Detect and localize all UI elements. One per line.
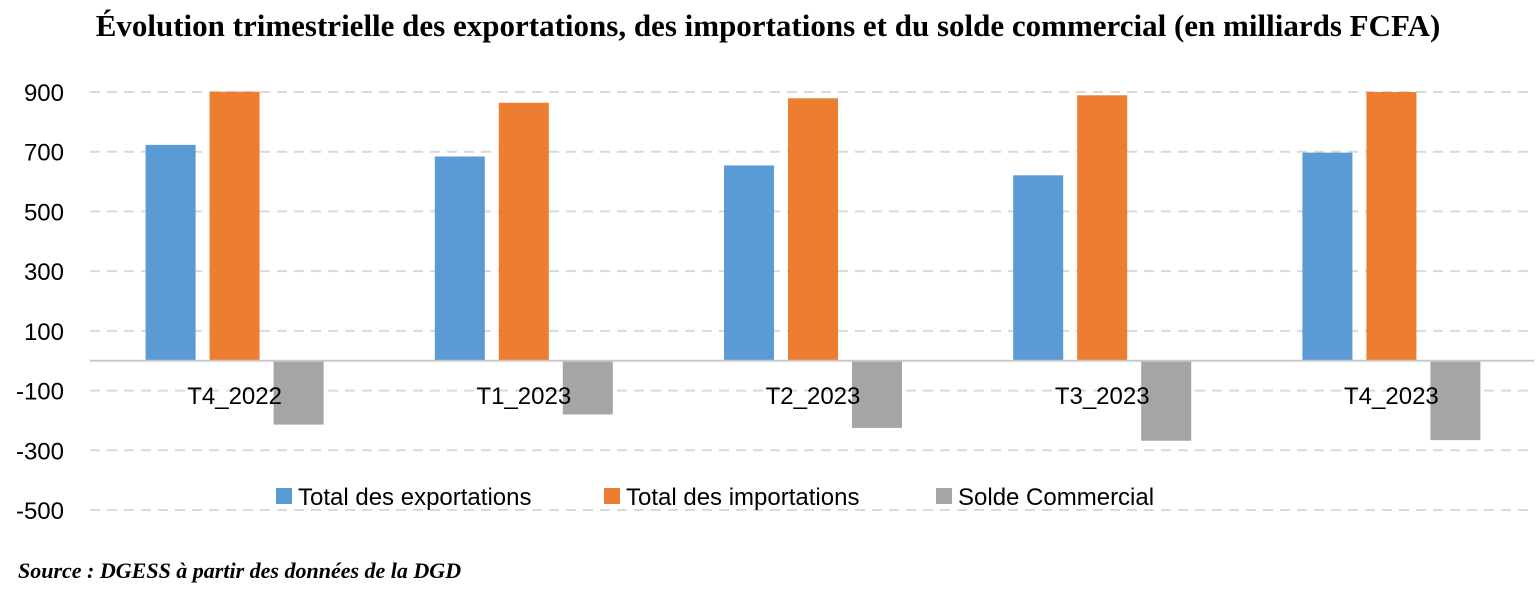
y-axis-ticks: 900 700 500 300 100 -100 -300 -500 xyxy=(16,80,64,525)
y-tick-label: 100 xyxy=(24,319,64,346)
bar-total-des-importations-t4_2023 xyxy=(1366,92,1417,361)
source-note: Source : DGESS à partir des données de l… xyxy=(18,558,462,583)
bar-solde-commercial-t2_2023 xyxy=(852,360,902,428)
bar-total-des-importations-t1_2023 xyxy=(498,102,549,361)
y-tick-label: 700 xyxy=(24,140,64,167)
bars xyxy=(145,91,1481,441)
bar-total-des-exportations-t4_2022 xyxy=(145,144,196,361)
x-tick-label: T4_2022 xyxy=(187,383,282,410)
legend-swatch xyxy=(276,488,292,504)
x-axis-ticks: T4_2022 T1_2023 T2_2023 T3_2023 T4_2023 xyxy=(187,383,1439,410)
bar-total-des-exportations-t3_2023 xyxy=(1013,175,1064,361)
y-tick-label: 900 xyxy=(24,80,64,107)
x-tick-label: T4_2023 xyxy=(1344,383,1439,410)
bar-total-des-exportations-t4_2023 xyxy=(1302,152,1353,361)
legend-swatch xyxy=(604,488,620,504)
bar-solde-commercial-t4_2023 xyxy=(1430,360,1481,441)
y-tick-label: 300 xyxy=(24,259,64,286)
y-tick-label: -300 xyxy=(16,438,64,465)
bar-total-des-importations-t4_2022 xyxy=(209,91,260,361)
y-tick-label: 500 xyxy=(24,199,64,226)
bar-solde-commercial-t4_2022 xyxy=(273,360,324,425)
legend: Total des exportations Total des importat… xyxy=(276,484,1154,511)
x-tick-label: T1_2023 xyxy=(476,383,571,410)
bar-total-des-exportations-t1_2023 xyxy=(434,156,485,361)
y-tick-label: -100 xyxy=(16,379,64,406)
x-tick-label: T2_2023 xyxy=(766,383,861,410)
bar-solde-commercial-t3_2023 xyxy=(1141,360,1192,441)
x-tick-label: T3_2023 xyxy=(1055,383,1150,410)
bar-total-des-exportations-t2_2023 xyxy=(724,165,774,361)
bar-total-des-importations-t2_2023 xyxy=(788,98,838,361)
y-tick-label: -500 xyxy=(16,498,64,525)
legend-label: Solde Commercial xyxy=(958,484,1154,511)
legend-label: Total des importations xyxy=(626,484,859,511)
bar-total-des-importations-t3_2023 xyxy=(1077,95,1128,361)
legend-label: Total des exportations xyxy=(298,484,531,511)
chart-title: Évolution trimestrielle des exportations… xyxy=(95,8,1441,43)
legend-swatch xyxy=(936,488,952,504)
bar-solde-commercial-t1_2023 xyxy=(562,360,613,415)
